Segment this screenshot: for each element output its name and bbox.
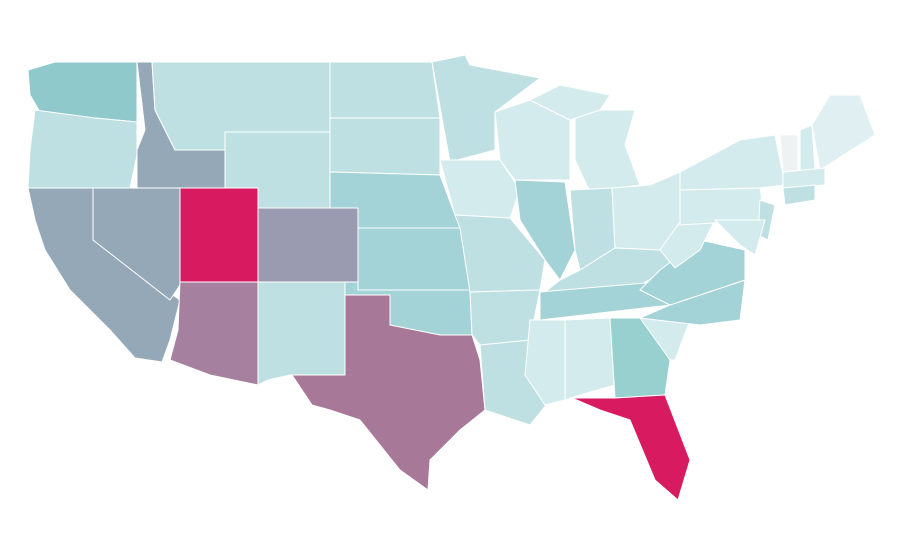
- state-mi-upper: [529, 84, 611, 121]
- state-me: [811, 94, 876, 171]
- state-fl: [571, 394, 691, 501]
- state-pa: [679, 187, 766, 226]
- state-al: [564, 317, 616, 401]
- state-tx: [291, 294, 486, 491]
- state-wv: [659, 219, 716, 269]
- state-ct-ri: [782, 184, 816, 206]
- state-ut: [179, 187, 259, 283]
- state-co: [257, 207, 359, 283]
- state-or: [27, 109, 138, 189]
- state-ms: [524, 319, 566, 406]
- state-mi-lower: [574, 109, 641, 193]
- state-sd: [329, 117, 441, 176]
- state-vt: [779, 134, 799, 173]
- state-ia: [439, 159, 521, 219]
- state-ks: [357, 227, 471, 291]
- states: [27, 54, 876, 501]
- state-nd: [329, 61, 441, 119]
- state-nm: [257, 281, 346, 386]
- state-md-de: [714, 219, 766, 256]
- state-ma: [782, 167, 826, 189]
